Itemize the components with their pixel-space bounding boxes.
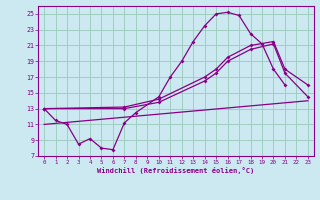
X-axis label: Windchill (Refroidissement éolien,°C): Windchill (Refroidissement éolien,°C) <box>97 167 255 174</box>
